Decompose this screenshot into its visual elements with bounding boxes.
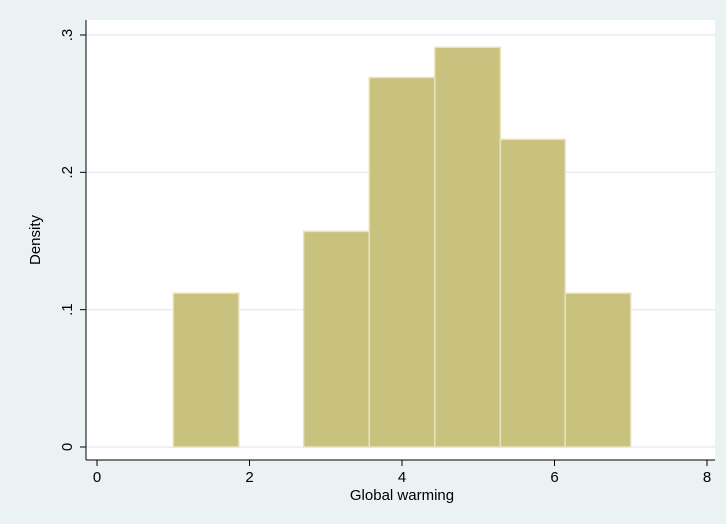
histogram-bar-3 <box>368 76 436 448</box>
x-tick-label-4: 8 <box>703 469 711 486</box>
axis-ticks: 0 2 4 6 8 0 .1 .2 .3 <box>59 29 711 486</box>
histogram-bars <box>172 46 632 448</box>
x-axis-title: Global warming <box>350 487 454 504</box>
y-axis-title: Density <box>27 214 44 265</box>
x-tick-label-2: 4 <box>398 469 406 486</box>
y-tick-label-3: .3 <box>59 29 76 42</box>
histogram-bar-6 <box>564 292 632 448</box>
x-tick-label-0: 0 <box>93 469 101 486</box>
histogram-bar-5 <box>499 138 566 448</box>
histogram-bar-4 <box>434 46 502 448</box>
x-tick-label-1: 2 <box>245 469 253 486</box>
histogram-bar-0 <box>172 292 240 448</box>
y-tick-label-0: 0 <box>59 443 76 451</box>
y-tick-label-1: .1 <box>59 303 76 316</box>
histogram-bar-2 <box>302 230 370 448</box>
axes <box>85 20 715 461</box>
y-tick-label-2: .2 <box>59 166 76 179</box>
x-tick-label-3: 6 <box>550 469 558 486</box>
